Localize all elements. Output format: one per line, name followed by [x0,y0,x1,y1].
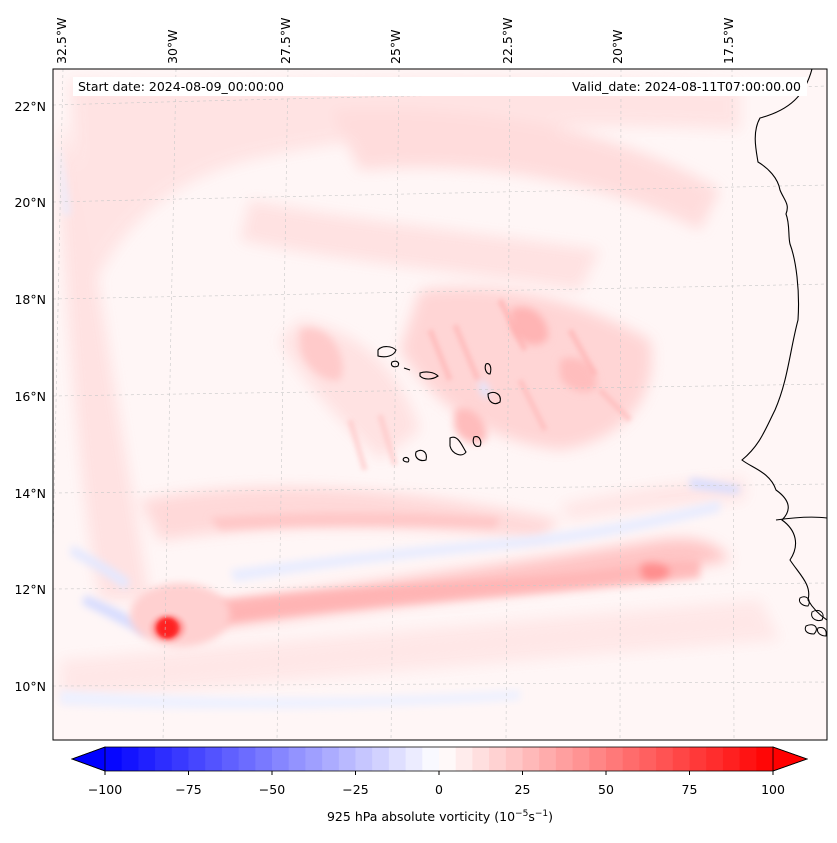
lat-label: 18°N [14,292,46,307]
latitude-labels: 22°N 20°N 18°N 16°N 14°N 12°N 10°N [14,99,46,694]
colorbar-tick-label: 100 [761,782,785,797]
colorbar-max-extend [772,746,809,772]
colorbar-cell [238,747,256,771]
colorbar-label-exp2: −1 [535,809,548,819]
colorbar-cell [305,747,323,771]
colorbar-tick-label: −75 [175,782,201,797]
guinea-bissau-islands [775,516,827,637]
colorbar-tick-label: 25 [515,782,531,797]
colorbar-cell [589,747,607,771]
lon-label: 17.5°W [721,18,736,64]
colorbar-cell [121,747,139,771]
longitude-labels: 32.5°W 30°W 27.5°W 25°W 22.5°W 20°W 17.5… [54,18,736,64]
colorbar-cell [689,747,707,771]
colorbar-label-prefix: 925 hPa absolute vorticity (10 [327,809,515,824]
colorbar-cell [155,747,173,771]
colorbar-cell [338,747,357,771]
colorbar-cell [455,747,473,771]
colorbar-cell [639,747,657,771]
colorbar-min-extend [70,746,106,772]
colorbar-cell [572,747,590,771]
lon-label: 25°W [388,29,403,64]
map-panel[interactable] [49,69,827,740]
colorbar-cell [706,747,724,771]
colorbar-ticks: −100 −75 −50 −25 0 25 50 75 100 [88,771,785,797]
lat-label: 20°N [14,195,46,210]
colorbar-cell [138,747,156,771]
colorbar-cell [539,747,557,771]
colorbar-tick-label: −100 [88,782,122,797]
colorbar-cell [288,747,306,771]
colorbar-cell [372,747,390,771]
colorbar-label: 925 hPa absolute vorticity (10−5s−1) [327,809,553,824]
lon-label: 30°W [165,29,180,64]
colorbar-cell [388,747,407,771]
colorbar-cell [255,747,273,771]
colorbar-cell [505,747,524,771]
vortex-core [130,583,230,647]
colorbar-cell [272,747,290,771]
map-frame [52,68,828,741]
lat-label: 12°N [14,582,46,597]
valid-date-label: Valid_date: 2024-08-11T07:00:00.00 [572,79,801,94]
colorbar-cell [205,747,223,771]
lat-label: 14°N [14,486,46,501]
colorbar-cells [105,747,774,771]
colorbar-tick-label: −50 [259,782,285,797]
colorbar-cell [622,747,640,771]
vorticity-wave-streaks [347,298,633,471]
lat-label: 16°N [14,389,46,404]
colorbar-tick-label: −25 [342,782,368,797]
colorbar-cell [105,747,123,771]
colorbar-label-suffix: ) [548,809,553,824]
colorbar-cell [672,747,691,771]
lon-label: 22.5°W [500,18,515,64]
africa-coastline [741,69,827,621]
date-annotation-box [73,77,807,96]
colorbar-cell [739,747,757,771]
colorbar-cell [722,747,741,771]
lon-label: 32.5°W [54,18,69,64]
colorbar-cell [555,747,574,771]
lon-label: 20°W [610,29,625,64]
colorbar-cell [472,747,490,771]
lat-label: 22°N [14,99,46,114]
lat-label: 10°N [14,679,46,694]
colorbar-cell [422,747,440,771]
vorticity-field-moderate [180,307,700,628]
colorbar-cell [355,747,373,771]
colorbar-cell [489,747,507,771]
colorbar-cell [606,747,624,771]
colorbar-tick-label: 0 [435,782,443,797]
colorbar-cell [405,747,423,771]
colorbar: −100 −75 −50 −25 0 25 50 75 100 925 hPa … [70,746,809,824]
colorbar-cell [188,747,206,771]
cabo-verde-islands [377,346,501,463]
colorbar-cell [439,747,457,771]
colorbar-cell [522,747,540,771]
colorbar-cell [756,747,774,771]
colorbar-cell [656,747,674,771]
colorbar-label-mid: s [528,809,535,824]
colorbar-tick-label: 50 [598,782,614,797]
colorbar-cell [171,747,190,771]
lon-label: 27.5°W [278,18,293,64]
start-date-label: Start date: 2024-08-09_00:00:00 [78,79,284,94]
colorbar-label-exp1: −5 [515,809,528,819]
colorbar-tick-label: 75 [682,782,698,797]
colorbar-cell [221,747,240,771]
colorbar-cell [322,747,340,771]
